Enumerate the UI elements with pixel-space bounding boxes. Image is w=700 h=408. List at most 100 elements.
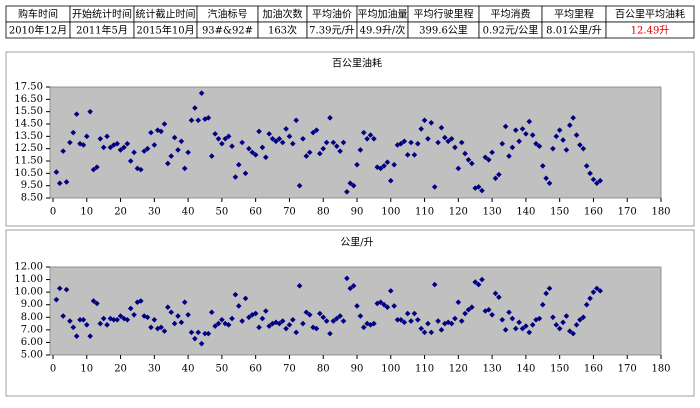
data-point: [192, 105, 198, 111]
data-point: [195, 117, 202, 124]
data-point: [418, 325, 424, 332]
data-point: [384, 304, 391, 311]
data-point: [344, 189, 350, 195]
data-point: [543, 290, 549, 297]
data-point: [333, 143, 340, 149]
data-point: [249, 149, 256, 156]
column-header: 平均里程: [554, 9, 594, 21]
data-point: [340, 318, 347, 324]
x-tick-label: 70: [283, 207, 296, 218]
data-point: [198, 90, 205, 96]
data-point: [469, 160, 475, 167]
data-point: [300, 136, 306, 142]
data-point: [364, 136, 370, 142]
data-point: [523, 131, 529, 137]
x-tick-label: 50: [216, 364, 229, 375]
data-point: [330, 318, 337, 324]
data-point: [502, 327, 509, 333]
data-point: [391, 161, 397, 168]
data-point: [556, 325, 563, 332]
data-point: [536, 143, 543, 149]
data-point: [306, 149, 313, 156]
column-header: 开始统计时间: [72, 8, 132, 21]
data-point: [161, 328, 168, 334]
data-point: [479, 187, 485, 194]
data-point: [114, 317, 120, 323]
data-point: [192, 335, 198, 342]
data-point: [567, 122, 573, 129]
data-point: [472, 279, 479, 285]
data-point: [438, 124, 445, 131]
data-point: [360, 324, 367, 331]
data-point: [573, 322, 580, 328]
data-point: [421, 329, 428, 336]
data-point: [256, 324, 262, 331]
x-tick-label: 160: [584, 364, 603, 375]
data-point: [428, 329, 435, 336]
column-header: 平均油价: [312, 8, 352, 21]
data-point: [276, 320, 283, 327]
table-value: 2010年12月: [9, 24, 67, 37]
data-point: [171, 134, 178, 141]
data-point: [435, 318, 441, 324]
y-tick-label: 12.00: [14, 262, 43, 273]
data-point: [435, 139, 441, 146]
data-point: [469, 304, 475, 311]
data-point: [178, 319, 185, 326]
data-point: [208, 309, 215, 316]
data-point: [458, 139, 465, 146]
data-point: [496, 294, 502, 300]
data-point: [90, 298, 97, 304]
data-point: [232, 174, 239, 180]
data-point: [252, 310, 259, 317]
data-point: [310, 129, 316, 136]
data-point: [131, 311, 137, 318]
x-tick-label: 40: [182, 364, 195, 375]
data-point: [354, 303, 360, 309]
x-tick-label: 150: [550, 207, 569, 218]
data-point: [127, 305, 134, 312]
data-point: [121, 144, 127, 151]
data-point: [317, 150, 323, 157]
data-point: [151, 317, 158, 323]
data-point: [418, 126, 424, 132]
data-point: [83, 133, 90, 140]
column-header: 汽油标号: [208, 8, 248, 21]
data-point: [320, 145, 327, 152]
data-point: [350, 283, 357, 289]
data-point: [323, 318, 330, 324]
x-tick-label: 10: [80, 207, 93, 218]
data-point: [448, 136, 455, 142]
y-tick-label: 17.50: [14, 82, 43, 93]
data-point: [408, 318, 414, 324]
data-point: [235, 161, 242, 168]
data-point: [202, 330, 208, 337]
data-point: [208, 153, 215, 159]
table-value: 0.92元/公里: [483, 25, 539, 37]
y-tick-label: 11.00: [14, 274, 43, 285]
data-point: [259, 144, 266, 151]
data-point: [401, 319, 408, 326]
data-point: [134, 299, 141, 305]
data-point: [533, 317, 539, 323]
y-tick-label: 15.50: [14, 106, 43, 117]
data-point: [580, 145, 587, 152]
data-point: [381, 163, 387, 169]
data-point: [242, 170, 249, 177]
data-point: [168, 153, 175, 159]
data-point: [360, 129, 367, 136]
data-point: [455, 165, 462, 172]
data-point: [219, 140, 225, 147]
data-point: [127, 158, 134, 164]
table-value: 8.01公里/升: [546, 25, 602, 37]
x-tick-label: 0: [50, 364, 56, 375]
data-point: [590, 176, 597, 183]
data-point: [509, 144, 516, 151]
data-point: [597, 288, 603, 294]
data-point: [80, 142, 87, 148]
x-tick-label: 20: [114, 207, 127, 218]
data-point: [394, 317, 401, 323]
y-tick-label: 11.50: [14, 156, 43, 167]
data-point: [134, 165, 141, 172]
data-point: [283, 325, 289, 332]
